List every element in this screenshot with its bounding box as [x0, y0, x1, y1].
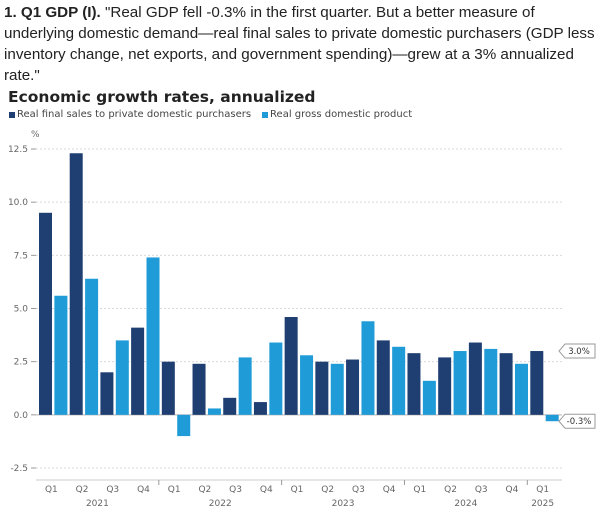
x-tick-label: Q3 [229, 485, 242, 495]
bar-private-sales [407, 353, 421, 415]
value-callout-label: -0.3% [567, 417, 592, 427]
year-label: 2021 [86, 499, 109, 509]
y-tick-label: 5.0 [14, 305, 29, 315]
x-tick-label: Q4 [260, 485, 273, 495]
bar-gdp [330, 363, 344, 415]
year-label: 2022 [209, 499, 232, 509]
bar-private-sales [253, 402, 267, 415]
x-tick-label: Q1 [413, 485, 426, 495]
bar-gdp [269, 342, 283, 415]
bar-private-sales [315, 361, 329, 415]
bar-gdp [453, 351, 467, 415]
legend-item-gdp: Real gross domestic product [262, 109, 412, 120]
y-tick-label: 0.0 [14, 411, 29, 421]
bar-gdp [54, 295, 68, 415]
x-tick-label: Q4 [137, 485, 150, 495]
bar-private-sales [223, 397, 237, 415]
bar-gdp [484, 348, 498, 415]
bar-gdp [545, 414, 559, 422]
year-label: 2024 [454, 499, 477, 509]
value-callout-box [558, 413, 596, 429]
x-tick-label: Q1 [45, 485, 58, 495]
x-tick-label: Q1 [291, 485, 304, 495]
y-tick-label: 12.5 [8, 145, 28, 155]
bar-gdp [207, 408, 221, 415]
bar-private-sales [131, 327, 145, 415]
chart-legend: Real final sales to private domestic pur… [9, 109, 420, 120]
bar-private-sales [69, 153, 83, 415]
year-label: 2023 [332, 499, 355, 509]
value-callout-box [558, 343, 596, 359]
legend-swatch-light [262, 111, 269, 118]
bar-private-sales [100, 372, 114, 415]
bar-gdp [514, 363, 528, 415]
bar-private-sales [530, 351, 544, 415]
x-tick-label: Q2 [76, 485, 89, 495]
bar-private-sales [468, 342, 482, 415]
year-label: 2025 [531, 499, 554, 509]
y-tick-label: 2.5 [14, 358, 28, 368]
y-tick-label: 7.5 [14, 251, 28, 261]
bar-private-sales [499, 353, 513, 415]
bar-gdp [115, 340, 129, 415]
bar-gdp [177, 414, 191, 437]
x-tick-label: Q3 [106, 485, 119, 495]
bar-private-sales [284, 317, 298, 415]
bar-gdp [146, 257, 160, 415]
bar-gdp [85, 278, 99, 415]
bar-gdp [238, 357, 252, 415]
bar-private-sales [192, 363, 206, 415]
legend-item-private-sales: Real final sales to private domestic pur… [9, 109, 251, 120]
bar-private-sales [438, 357, 452, 415]
bar-private-sales [376, 340, 390, 415]
bar-gdp [300, 355, 314, 415]
bar-private-sales [346, 359, 360, 415]
x-tick-label: Q2 [198, 485, 211, 495]
x-tick-label: Q1 [536, 485, 549, 495]
legend-label-private-sales: Real final sales to private domestic pur… [17, 109, 252, 120]
y-axis-unit: % [31, 130, 40, 140]
x-tick-label: Q4 [506, 485, 519, 495]
y-tick-label: -2.5 [10, 464, 28, 474]
value-callout-label: 3.0% [568, 347, 590, 357]
bar-gdp [361, 321, 375, 415]
intro-paragraph: 1. Q1 GDP (I). "Real GDP fell -0.3% in t… [4, 2, 602, 86]
x-tick-label: Q3 [475, 485, 488, 495]
bar-gdp [392, 346, 406, 415]
x-tick-label: Q3 [352, 485, 365, 495]
x-tick-label: Q4 [383, 485, 396, 495]
chart-title: Economic growth rates, annualized [8, 88, 316, 106]
x-tick-label: Q1 [168, 485, 181, 495]
x-tick-label: Q2 [444, 485, 457, 495]
x-tick-label: Q2 [321, 485, 334, 495]
y-tick-label: 10.0 [8, 198, 28, 208]
intro-quote: "Real GDP fell -0.3% in the first quarte… [4, 4, 595, 84]
bar-gdp [422, 380, 436, 415]
legend-swatch-dark [9, 111, 15, 118]
bar-private-sales [161, 361, 175, 415]
intro-heading: 1. Q1 GDP (I). [4, 4, 101, 21]
bar-private-sales [39, 212, 52, 415]
legend-label-gdp: Real gross domestic product [270, 109, 413, 120]
